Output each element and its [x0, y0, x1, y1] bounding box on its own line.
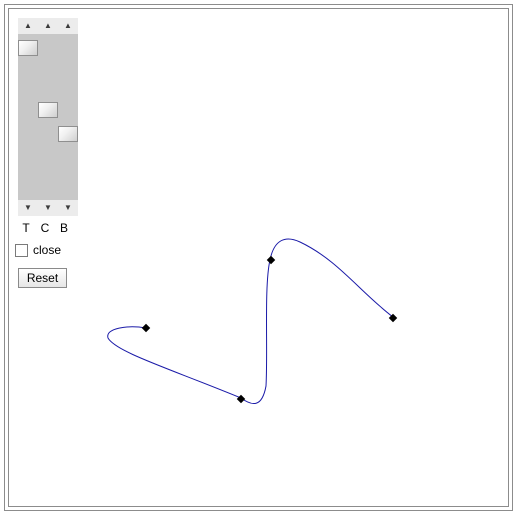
bias-thumb[interactable]: [58, 125, 78, 142]
tension-up-arrow-icon[interactable]: ▲: [18, 18, 38, 34]
bias-down-arrow-icon[interactable]: ▼: [58, 200, 78, 216]
close-checkbox[interactable]: [15, 243, 28, 257]
reset-button[interactable]: Reset: [18, 268, 67, 288]
slider-labels: T C B: [18, 221, 78, 235]
tension-slider[interactable]: ▲ ▼: [18, 18, 38, 216]
control-point[interactable]: [236, 394, 246, 404]
close-label: close: [33, 243, 62, 257]
outer-border: [4, 4, 513, 511]
tension-label: T: [22, 221, 30, 235]
close-option[interactable]: close: [15, 242, 61, 258]
tension-down-arrow-icon[interactable]: ▼: [18, 200, 38, 216]
continuity-thumb[interactable]: [38, 101, 58, 118]
bias-track[interactable]: [58, 34, 78, 200]
continuity-up-arrow-icon[interactable]: ▲: [38, 18, 58, 34]
continuity-down-arrow-icon[interactable]: ▼: [38, 200, 58, 216]
bias-up-arrow-icon[interactable]: ▲: [58, 18, 78, 34]
control-point[interactable]: [388, 313, 398, 323]
continuity-slider[interactable]: ▲ ▼: [38, 18, 58, 216]
continuity-label: C: [40, 221, 50, 235]
bias-slider[interactable]: ▲ ▼: [58, 18, 78, 216]
control-point[interactable]: [266, 255, 276, 265]
inner-border: [8, 8, 509, 507]
tcb-sliders: ▲ ▼ ▲ ▼ ▲ ▼: [18, 18, 78, 216]
tension-track[interactable]: [18, 34, 38, 200]
tension-thumb[interactable]: [18, 40, 38, 56]
control-point[interactable]: [141, 323, 151, 333]
bias-label: B: [59, 221, 68, 235]
kochanek-bartels-spline: [107, 238, 394, 405]
